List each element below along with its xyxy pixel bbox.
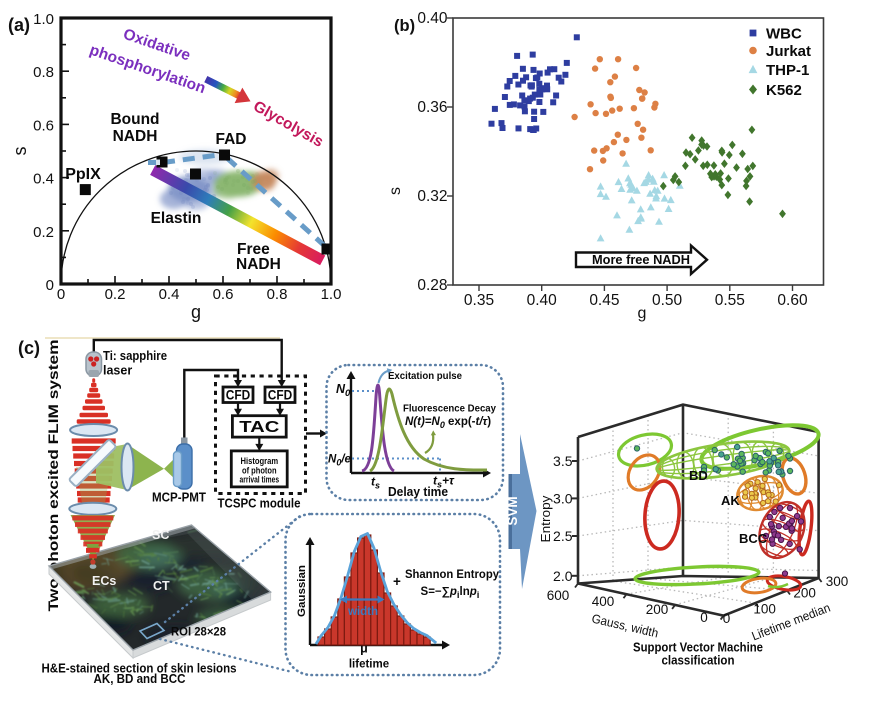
svg-text:3.0: 3.0	[553, 490, 573, 506]
svg-text:200: 200	[646, 602, 669, 617]
svg-text:AK, BD and BCC: AK, BD and BCC	[94, 672, 186, 686]
svg-text:3.5: 3.5	[553, 453, 573, 469]
svg-text:0.4: 0.4	[159, 286, 180, 303]
svg-text:(b): (b)	[394, 17, 415, 35]
svg-text:Jurkat: Jurkat	[766, 43, 811, 60]
svg-text:0.4: 0.4	[33, 171, 54, 188]
svg-text:g: g	[191, 302, 201, 322]
svg-text:(c): (c)	[18, 338, 40, 358]
svg-text:ECs: ECs	[92, 574, 116, 588]
svg-text:0.45: 0.45	[589, 292, 619, 309]
svg-text:0.8: 0.8	[267, 286, 288, 303]
svg-text:0.28: 0.28	[417, 277, 447, 294]
svg-text:AK: AK	[721, 493, 740, 508]
svg-text:0.6: 0.6	[33, 117, 54, 134]
svg-text:NADH: NADH	[113, 128, 158, 145]
svg-text:s: s	[387, 187, 404, 195]
svg-text:Excitation pulse: Excitation pulse	[388, 370, 462, 382]
svg-text:SC: SC	[152, 528, 169, 542]
svg-text:CT: CT	[153, 579, 170, 593]
svg-text:0: 0	[723, 611, 731, 626]
svg-text:N(t)=N0 exp(-t/τ): N(t)=N0 exp(-t/τ)	[405, 416, 491, 430]
svg-text:NADH: NADH	[236, 256, 281, 273]
svg-text:0.40: 0.40	[417, 10, 448, 27]
svg-text:0.36: 0.36	[417, 99, 447, 116]
svg-text:CFD: CFD	[226, 387, 251, 403]
svg-text:BD: BD	[689, 468, 708, 483]
svg-text:0.60: 0.60	[777, 292, 808, 309]
svg-text:400: 400	[592, 594, 615, 609]
svg-text:μ: μ	[360, 642, 368, 656]
svg-text:Support Vector Machine: Support Vector Machine	[633, 641, 763, 655]
svg-text:+: +	[393, 574, 401, 589]
svg-text:Entropy: Entropy	[539, 495, 553, 543]
svg-text:TAC: TAC	[239, 419, 280, 436]
svg-text:BCC: BCC	[739, 531, 768, 546]
svg-text:2.0: 2.0	[553, 568, 573, 584]
svg-text:Fluorescence Decay: Fluorescence Decay	[403, 403, 496, 415]
svg-text:0.2: 0.2	[33, 224, 54, 241]
svg-text:Delay time: Delay time	[388, 485, 448, 499]
svg-text:Gaussian: Gaussian	[296, 565, 308, 617]
svg-text:0.6: 0.6	[213, 286, 234, 303]
svg-text:0.32: 0.32	[417, 188, 447, 205]
svg-text:0: 0	[700, 610, 708, 625]
svg-text:PpIX: PpIX	[65, 166, 101, 183]
svg-text:Bound: Bound	[110, 111, 159, 128]
svg-text:0.55: 0.55	[715, 292, 745, 309]
svg-text:lifetime: lifetime	[349, 659, 389, 671]
svg-text:classification: classification	[662, 654, 735, 668]
svg-text:1.0: 1.0	[33, 11, 54, 28]
svg-text:TCSPC module: TCSPC module	[218, 497, 301, 511]
svg-text:s: s	[10, 147, 30, 156]
svg-text:(a): (a)	[8, 15, 30, 35]
svg-text:0.2: 0.2	[105, 286, 126, 303]
svg-text:THP-1: THP-1	[766, 62, 809, 79]
svg-text:width: width	[347, 606, 378, 618]
svg-text:300: 300	[826, 574, 849, 589]
svg-text:0: 0	[46, 277, 54, 294]
svg-text:1.0: 1.0	[321, 286, 342, 303]
svg-text:0.8: 0.8	[33, 64, 54, 81]
svg-text:Shannon Entropy: Shannon Entropy	[405, 569, 500, 581]
svg-text:Elastin: Elastin	[151, 210, 202, 227]
svg-text:WBC: WBC	[766, 26, 802, 43]
svg-text:ROI 28×28: ROI 28×28	[171, 625, 226, 639]
svg-text:Ti: sapphire: Ti: sapphire	[103, 349, 167, 363]
svg-text:0.50: 0.50	[652, 292, 683, 309]
svg-text:100: 100	[753, 602, 776, 617]
svg-text:laser: laser	[103, 364, 132, 378]
svg-text:2.5: 2.5	[553, 528, 573, 544]
svg-text:0: 0	[57, 286, 65, 303]
svg-text:K562: K562	[766, 82, 802, 99]
svg-text:FAD: FAD	[216, 131, 247, 148]
svg-text:600: 600	[547, 588, 570, 603]
svg-text:CFD: CFD	[268, 387, 293, 403]
svg-text:g: g	[638, 305, 647, 322]
svg-text:0.40: 0.40	[527, 292, 558, 309]
svg-text:SVM: SVM	[505, 496, 520, 525]
svg-text:0.35: 0.35	[464, 292, 494, 309]
svg-text:MCP-PMT: MCP-PMT	[152, 491, 206, 505]
svg-text:arrival times: arrival times	[240, 475, 280, 485]
svg-text:More free NADH: More free NADH	[592, 253, 690, 267]
